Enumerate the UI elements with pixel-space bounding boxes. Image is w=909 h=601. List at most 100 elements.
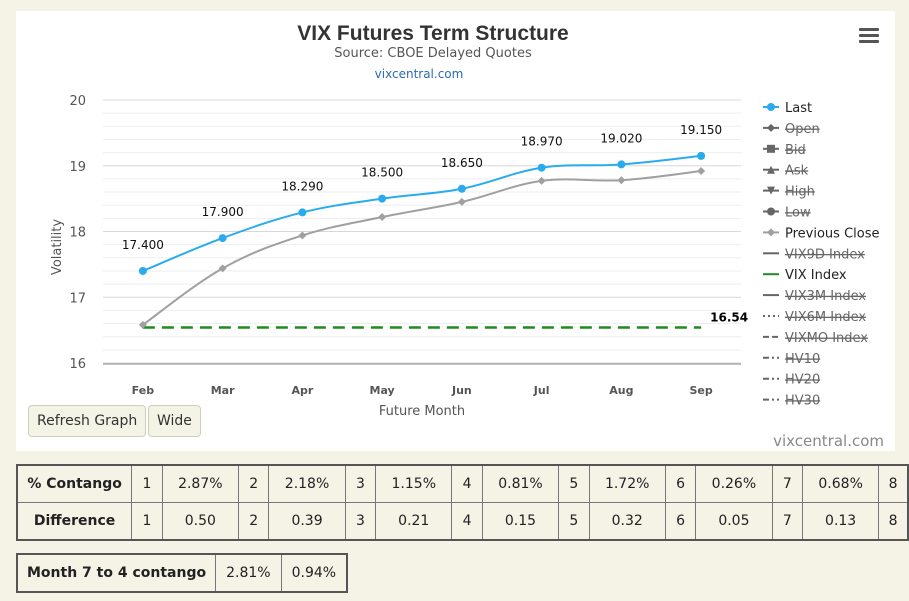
legend-item[interactable]: Last <box>763 101 812 116</box>
previous-close-point <box>298 231 307 240</box>
previous-close-point <box>697 167 706 176</box>
row-header: % Contango <box>16 464 133 503</box>
last-point <box>218 234 227 243</box>
contango-value: 0.94% <box>280 553 348 593</box>
legend-item[interactable]: Previous Close <box>763 226 880 241</box>
legend-label: VIX6M Index <box>785 310 866 325</box>
row-header: Month 7 to 4 contango <box>16 553 217 593</box>
month-index: 7 <box>771 464 804 503</box>
month-index: 5 <box>558 502 590 541</box>
legend-label: Previous Close <box>785 226 880 241</box>
legend-item[interactable]: VIX6M Index <box>763 310 866 325</box>
y-tick-label: 18 <box>69 226 86 241</box>
legend-label: VIXMO Index <box>785 331 868 346</box>
last-data-label: 18.500 <box>361 166 403 180</box>
credit-text: vixcentral.com <box>773 432 884 450</box>
month-index: 8 <box>878 464 909 503</box>
legend-label: Low <box>785 206 811 221</box>
x-tick-label: Sep <box>689 384 712 397</box>
legend-label: Ask <box>785 164 809 179</box>
y-tick-label: 16 <box>69 357 86 372</box>
legend-item[interactable]: Low <box>763 206 811 221</box>
month-7-to-4-table: Month 7 to 4 contango 2.81% 0.94% <box>16 553 349 593</box>
legend-item[interactable]: Ask <box>763 164 809 179</box>
legend-label: HV10 <box>785 352 820 367</box>
chart-title: VIX Futures Term Structure <box>297 22 569 45</box>
y-tick-label: 20 <box>69 94 86 109</box>
source-link[interactable]: vixcentral.com <box>375 67 464 81</box>
legend-marker <box>767 123 775 132</box>
last-line <box>142 154 702 272</box>
x-tick-label: May <box>370 384 395 397</box>
legend-item[interactable]: VIX3M Index <box>763 289 866 304</box>
x-axis-title: Future Month <box>379 404 465 419</box>
x-tick-label: Jun <box>451 384 472 397</box>
legend-item[interactable]: HV20 <box>763 373 820 388</box>
x-tick-label: Apr <box>291 384 313 397</box>
previous-close-point <box>457 197 466 206</box>
last-data-label: 19.150 <box>680 123 722 137</box>
previous-close-point <box>138 320 147 329</box>
contango-value: 0.81% <box>481 464 560 503</box>
x-tick-label: Feb <box>132 384 155 397</box>
month-index: 6 <box>664 464 697 503</box>
refresh-graph-button[interactable]: Refresh Graph <box>28 405 147 437</box>
previous-close-point <box>218 264 227 273</box>
legend-label: VIX Index <box>785 268 847 283</box>
difference-value: 0.39 <box>268 502 346 541</box>
legend-item[interactable]: VIXMO Index <box>763 331 868 346</box>
difference-row: Difference 1 0.50 2 0.39 3 0.21 4 0.15 5… <box>16 502 909 541</box>
difference-value: 0.15 <box>481 502 560 541</box>
last-point <box>617 160 626 169</box>
last-data-label: 17.400 <box>122 238 164 252</box>
last-point <box>298 208 307 217</box>
term-structure-chart: VIX Futures Term Structure Source: CBOE … <box>50 22 880 419</box>
previous-close-point <box>537 176 546 185</box>
row-header: Difference <box>16 502 133 541</box>
contango-value: 1.15% <box>375 464 453 503</box>
legend-label: Last <box>785 101 812 116</box>
difference-value: 0.05 <box>695 502 773 541</box>
last-point <box>378 194 387 203</box>
contango-table: % Contango 1 2.87% 2 2.18% 3 1.15% 4 0.8… <box>16 464 909 541</box>
legend-item[interactable]: High <box>763 185 815 200</box>
last-data-label: 18.970 <box>521 135 563 149</box>
month-index: 4 <box>451 464 483 503</box>
month-index: 6 <box>664 502 697 541</box>
legend-item[interactable]: Open <box>763 122 820 137</box>
legend-marker <box>767 207 775 216</box>
month-index: 1 <box>131 502 163 541</box>
last-data-label: 18.650 <box>441 156 483 170</box>
difference-value: 0.50 <box>161 502 239 541</box>
legend-item[interactable]: HV10 <box>763 352 820 367</box>
y-axis-title: Volatility <box>50 219 65 275</box>
difference-value: 0.13 <box>802 502 880 541</box>
contango-value: 0.26% <box>695 464 773 503</box>
legend-marker <box>767 165 775 174</box>
last-point <box>537 163 546 172</box>
month-index: 3 <box>344 464 377 503</box>
legend-item[interactable]: HV30 <box>763 394 820 409</box>
legend-label: VIX9D Index <box>785 247 865 262</box>
contango-row: % Contango 1 2.87% 2 2.18% 3 1.15% 4 0.8… <box>16 464 909 503</box>
x-tick-label: Jul <box>533 384 550 397</box>
month-index: 5 <box>558 464 590 503</box>
last-point <box>457 184 466 193</box>
legend-marker <box>767 228 775 237</box>
legend-label: Bid <box>785 143 806 158</box>
legend-marker <box>767 186 775 195</box>
vix-index-label: 16.54 <box>710 310 748 324</box>
legend-item[interactable]: Bid <box>763 143 806 158</box>
legend-item[interactable]: VIX9D Index <box>763 247 865 262</box>
contango-value: 0.68% <box>802 464 880 503</box>
hamburger-menu-icon[interactable] <box>859 25 879 45</box>
difference-value: 0.32 <box>588 502 666 541</box>
month-index: 7 <box>771 502 804 541</box>
previous-close-point <box>378 213 387 222</box>
chart-subtitle: Source: CBOE Delayed Quotes <box>334 46 532 61</box>
wide-button[interactable]: Wide <box>148 405 201 437</box>
legend-item[interactable]: VIX Index <box>763 268 847 283</box>
month-index: 1 <box>131 464 163 503</box>
previous-close-point <box>617 176 626 185</box>
chart-panel: VIX Futures Term Structure Source: CBOE … <box>16 11 895 451</box>
